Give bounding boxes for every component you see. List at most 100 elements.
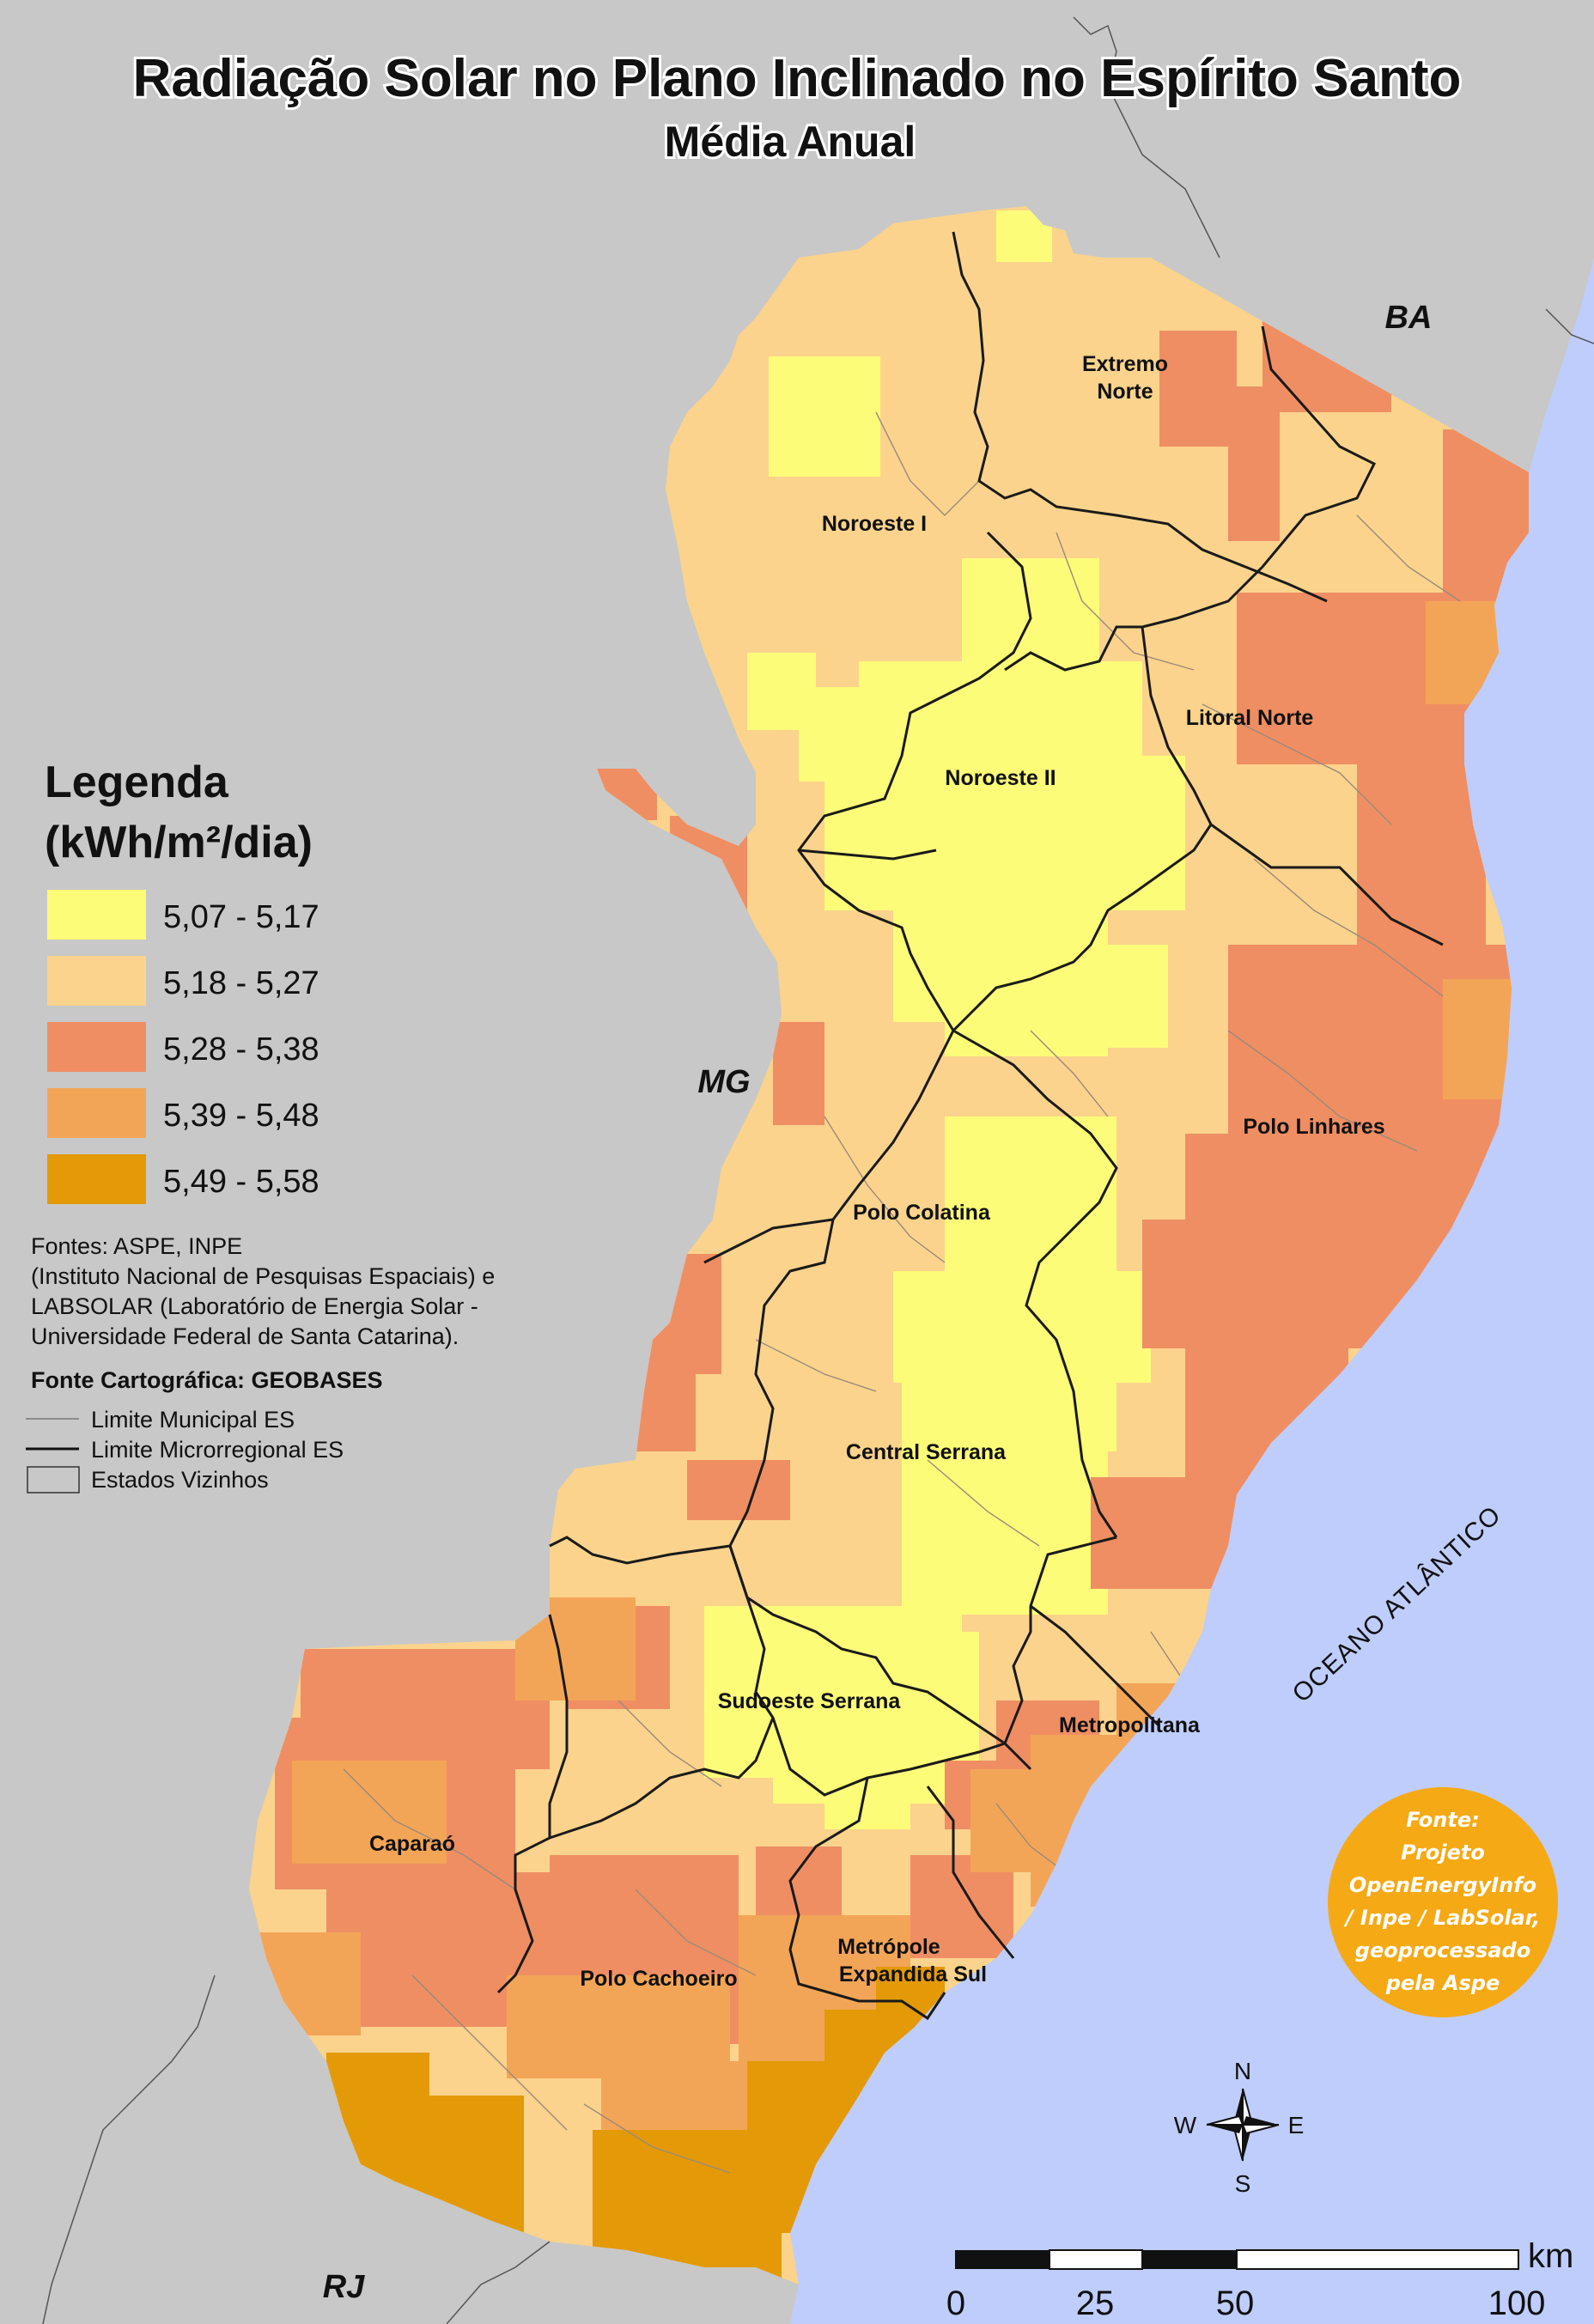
map-title: Radiação Solar no Plano Inclinado no Esp…	[133, 49, 1462, 108]
raster-cell	[292, 1761, 447, 1864]
raster-cell	[769, 356, 880, 477]
boundary-line	[549, 1536, 731, 1565]
boundary-line	[411, 1974, 568, 2131]
boundary-line	[583, 2103, 731, 2174]
region-label-noroeste-i: Noroeste I	[822, 512, 927, 536]
boundary-line	[1227, 1030, 1418, 1152]
boundary-line	[1210, 823, 1444, 946]
radiation-raster	[258, 210, 1529, 2284]
source-badge-line: Projeto	[1401, 1840, 1485, 1865]
source-badge-line: geoprocessado	[1355, 1938, 1530, 1962]
legend-swatch	[47, 890, 146, 940]
boundary-line	[995, 1803, 1066, 1873]
source-badge-circle	[1328, 1787, 1558, 2017]
boundary-line	[1056, 532, 1195, 671]
legend-class-label: 5,07 - 5,17	[163, 899, 319, 935]
scale-tick-label: 100	[1488, 2284, 1546, 2322]
boundary-line	[875, 411, 980, 516]
compass-south: S	[1235, 2170, 1251, 2197]
boundary-line	[952, 1029, 1118, 1538]
boundary-line	[1141, 325, 1377, 629]
boundary-line	[703, 1030, 955, 1264]
legend-class-label: 5,28 - 5,38	[163, 1031, 319, 1068]
scale-tick-label: 25	[1076, 2284, 1115, 2322]
legend-source-line: LABSOLAR (Laboratório de Energia Solar -	[31, 1293, 478, 1319]
boundary-line	[548, 1614, 569, 1838]
scale-tick-label: 50	[1216, 2284, 1255, 2322]
neighbor-boundaries	[42, 16, 1594, 2324]
legend-municipal-label: Limite Municipal ES	[91, 1407, 295, 1433]
boundary-line	[618, 1700, 722, 1787]
boundary-line	[824, 1116, 946, 1263]
boundary-line	[1356, 514, 1461, 602]
region-label-extremo-norte-2: Norte	[1097, 380, 1153, 404]
boundary-line	[343, 1768, 516, 1890]
legend-class-label: 5,49 - 5,58	[163, 1164, 319, 1200]
region-label-sudoeste-serrana: Sudoeste Serrana	[718, 1689, 902, 1713]
boundary-line	[927, 1459, 1040, 1547]
state-label-mg: MG	[697, 1064, 750, 1100]
raster-cell	[945, 1116, 1116, 1271]
boundary-line	[926, 1786, 1015, 1959]
boundary-line	[797, 531, 1213, 1033]
legend-neighbors-label: Estados Vizinhos	[91, 1467, 269, 1493]
boundary-line	[635, 1889, 757, 1976]
source-badge: Fonte: Projeto OpenEnergyInfo / Inpe / L…	[1328, 1787, 1558, 2017]
legend-unit: (kWh/m²/dia)	[45, 818, 313, 867]
source-badge-line: OpenEnergyInfo	[1349, 1873, 1536, 1897]
compass-east: E	[1288, 2112, 1305, 2138]
legend-class-label: 5,18 - 5,27	[163, 965, 319, 1001]
scale-tick-label: 0	[946, 2284, 965, 2322]
boundary-line	[1030, 1030, 1109, 1117]
neighbor-states-symbol	[27, 1466, 80, 1494]
boundary-line	[496, 1717, 775, 1994]
north-arrow: N S E W	[1174, 2058, 1305, 2197]
boundary-line	[728, 1545, 1006, 1797]
boundary-line	[1150, 1631, 1186, 1684]
state-label-rj: RJ	[323, 2269, 365, 2305]
raster-cell	[1082, 1288, 1151, 1383]
microregional-boundaries	[496, 231, 1444, 2021]
boundary-line	[788, 1777, 946, 2021]
region-label-metropolitana: Metropolitana	[1059, 1713, 1201, 1737]
state-label-ba: BA	[1385, 300, 1433, 336]
municipal-boundaries	[343, 411, 1461, 2174]
boundary-line	[952, 231, 1328, 603]
scale-bar: km 0 25 50 100	[946, 2237, 1573, 2322]
legend-microregional-label: Limite Microrregional ES	[91, 1437, 344, 1463]
map-subtitle: Média Anual	[665, 118, 916, 166]
compass-west: W	[1174, 2112, 1197, 2138]
raster-cell	[1159, 331, 1237, 447]
raster-cell	[687, 1460, 790, 1520]
region-label-polo-linhares: Polo Linhares	[1243, 1115, 1384, 1139]
region-label-caparao: Caparaó	[369, 1832, 455, 1856]
legend-source-line: Universidade Federal de Santa Catarina).	[31, 1323, 459, 1349]
legend: Legenda (kWh/m²/dia) 5,07 - 5,17 5,18 - 5…	[26, 757, 495, 1494]
cartographic-source: Fonte Cartográfica: GEOBASES	[31, 1367, 383, 1393]
legend-swatch	[47, 956, 146, 1006]
source-badge-line: Fonte:	[1406, 1808, 1479, 1832]
legend-class-label: 5,39 - 5,48	[163, 1098, 319, 1134]
legend-title: Legenda	[45, 757, 229, 807]
region-label-noroeste-ii: Noroeste II	[945, 766, 1056, 790]
scale-segment	[1142, 2250, 1237, 2269]
scale-segment	[1236, 2249, 1519, 2270]
raster-cell	[773, 1022, 824, 1125]
boundary-line	[1073, 16, 1220, 259]
boundary-line	[446, 2241, 551, 2324]
source-badge-line: / Inpe / LabSolar,	[1343, 1906, 1540, 1930]
region-label-metropole-expandida-sul-1: Metrópole	[837, 1935, 940, 1959]
raster-cell	[1013, 601, 1099, 670]
region-label-central-serrana: Central Serrana	[846, 1440, 1007, 1464]
legend-classes: 5,07 - 5,17 5,18 - 5,27 5,28 - 5,38 5,39 - …	[47, 890, 319, 1204]
scale-unit: km	[1528, 2237, 1573, 2275]
legend-swatch	[47, 1154, 146, 1204]
raster-cell	[1108, 945, 1168, 1048]
source-badge-line: pela Aspe	[1385, 1971, 1500, 1995]
scale-segment	[955, 2250, 1049, 2269]
espirito-santo-territory	[249, 206, 1529, 2284]
boundary-line	[1030, 1604, 1161, 1728]
legend-swatch	[47, 1022, 146, 1072]
